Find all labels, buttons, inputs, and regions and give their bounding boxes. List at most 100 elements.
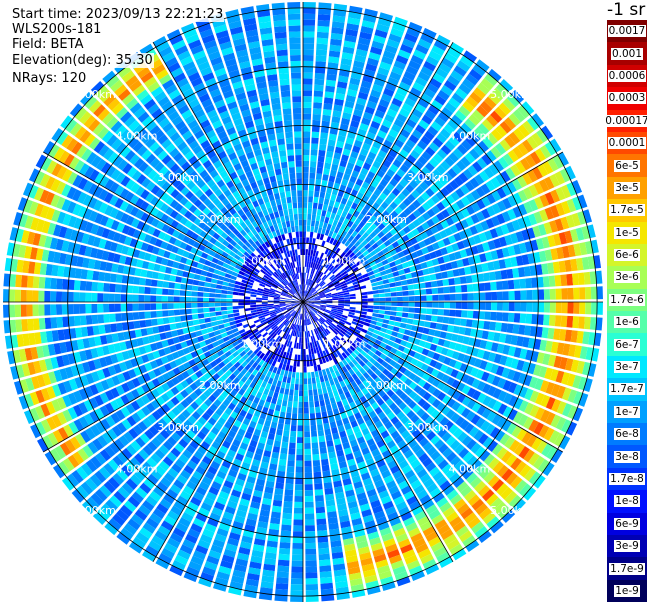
ppi-bin <box>544 176 555 190</box>
ppi-bin <box>325 493 335 501</box>
ppi-bin <box>533 211 543 224</box>
ppi-bin <box>399 392 408 401</box>
ppi-bin <box>575 227 585 241</box>
ppi-bin <box>300 343 303 350</box>
ppi-bin <box>321 369 327 376</box>
ppi-bin <box>359 285 367 290</box>
ppi-bin <box>425 366 435 375</box>
ppi-bin <box>332 389 339 397</box>
ppi-bin <box>421 212 431 221</box>
ppi-bin <box>244 296 251 300</box>
ppi-bin <box>555 370 565 384</box>
ppi-bin <box>380 495 392 505</box>
ppi-bin <box>567 405 578 420</box>
ppi-bin <box>338 331 345 338</box>
ppi-bin <box>307 285 311 292</box>
ppi-bin <box>367 298 374 302</box>
ppi-bin <box>365 219 374 228</box>
ppi-bin <box>417 98 430 109</box>
ppi-bin <box>295 378 299 385</box>
ppi-bin <box>362 142 371 151</box>
ppi-bin <box>203 307 210 313</box>
ppi-bin <box>91 314 99 325</box>
ppi-bin <box>374 510 386 520</box>
ppi-bin <box>324 487 334 495</box>
ppi-bin <box>376 484 387 494</box>
ppi-bin <box>340 345 347 352</box>
ppi-bin <box>431 99 443 111</box>
ppi-bin <box>104 272 111 282</box>
ppi-bin <box>328 284 335 289</box>
ppi-bin <box>356 191 364 200</box>
ppi-bin <box>295 472 303 479</box>
ppi-bin <box>336 221 343 229</box>
ppi-bin <box>351 358 359 366</box>
ppi-bin <box>372 313 379 318</box>
ppi-bin <box>379 164 389 173</box>
ppi-bin <box>487 398 497 410</box>
ppi-bin <box>311 341 316 348</box>
ppi-bin <box>405 139 416 149</box>
ppi-bin <box>351 223 358 231</box>
ppi-bin <box>593 332 602 347</box>
ppi-bin <box>317 424 324 431</box>
ppi-bin <box>427 125 439 137</box>
ppi-bin <box>343 40 356 49</box>
ppi-bin <box>464 266 472 275</box>
ppi-bin <box>322 314 328 320</box>
ppi-bin <box>460 156 471 168</box>
ppi-bin <box>304 501 314 508</box>
ppi-bin <box>325 499 336 507</box>
ppi-bin <box>343 308 350 312</box>
ppi-bin <box>390 560 405 570</box>
ppi-bin <box>309 342 313 349</box>
ppi-bin <box>338 302 345 304</box>
ppi-bin <box>369 260 377 267</box>
ppi-bin <box>315 257 320 264</box>
ppi-bin <box>356 390 364 399</box>
ppi-bin <box>484 282 491 291</box>
ppi-bin <box>532 455 545 470</box>
ppi-bin <box>74 268 82 279</box>
ppi-bin <box>350 120 360 129</box>
ppi-bin <box>336 497 346 506</box>
ppi-bin <box>318 357 323 365</box>
ppi-bin <box>332 305 339 308</box>
ppi-bin <box>132 285 140 294</box>
ppi-bin <box>488 68 502 82</box>
ppi-bin <box>494 106 507 120</box>
ppi-bin <box>299 378 303 385</box>
ppi-bin <box>280 381 286 389</box>
ppi-bin <box>330 194 337 201</box>
ppi-bin <box>414 295 421 301</box>
ppi-bin <box>355 272 362 278</box>
ppi-bin <box>317 14 331 21</box>
ppi-bin <box>316 278 322 284</box>
ppi-bin <box>379 61 392 71</box>
ppi-bin <box>355 370 363 378</box>
ppi-bin <box>328 133 337 141</box>
ppi-bin <box>526 136 539 150</box>
ppi-bin <box>312 448 319 455</box>
ppi-bin <box>396 291 403 297</box>
ppi-bin <box>421 221 430 231</box>
ppi-bin <box>347 566 361 575</box>
ppi-bin <box>312 108 322 115</box>
ppi-bin <box>277 423 284 430</box>
ppi-bin <box>384 310 391 315</box>
ppi-bin <box>370 364 378 373</box>
ppi-bin <box>334 395 341 403</box>
ppi-bin <box>329 127 339 135</box>
ppi-bin <box>306 306 312 311</box>
ppi-bin <box>391 65 404 76</box>
ppi-bin <box>338 203 346 211</box>
ppi-bin <box>313 102 323 109</box>
ppi-bin <box>402 173 413 183</box>
ppi-bin <box>483 321 491 330</box>
ppi-bin <box>517 203 528 216</box>
ppi-bin <box>413 243 421 251</box>
ppi-bin <box>162 281 170 288</box>
ppi-bin <box>299 331 302 338</box>
ppi-bin <box>261 304 268 307</box>
ppi-bin <box>320 331 326 338</box>
